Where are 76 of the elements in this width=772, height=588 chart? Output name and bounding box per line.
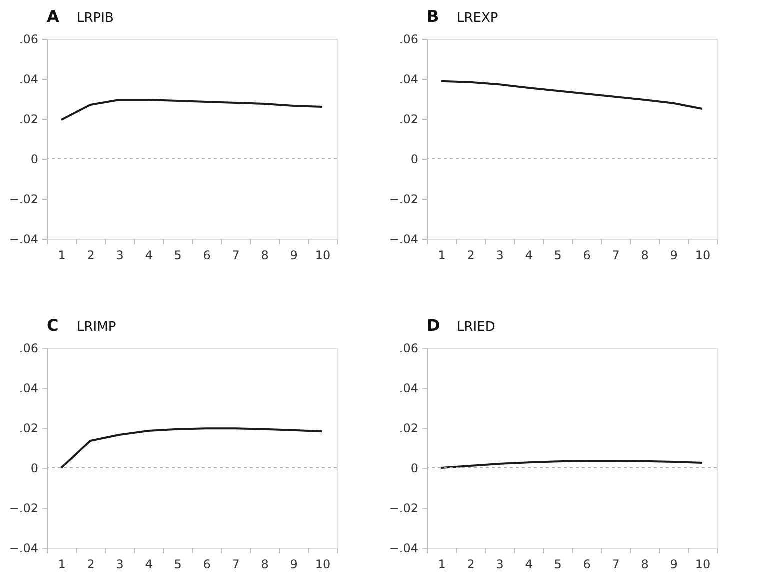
x-tick-label: 10 [695, 248, 711, 262]
x-tick-label: 2 [87, 558, 95, 572]
x-tick-label: 7 [232, 248, 240, 262]
x-tick-label: 9 [670, 248, 678, 262]
y-tick-label: −.04 [9, 232, 38, 246]
y-tick-label: .06 [19, 342, 38, 356]
y-tick-label: −.02 [389, 192, 418, 206]
x-tick-label: 7 [612, 558, 620, 572]
x-tick-label: 6 [203, 248, 211, 262]
x-tick-label: 5 [554, 248, 562, 262]
x-tick-label: 6 [583, 248, 591, 262]
y-tick-label: .04 [19, 72, 38, 86]
x-tick-label: 1 [438, 248, 446, 262]
line-series [60, 428, 324, 469]
y-tick-label: 0 [30, 152, 38, 166]
chart-title: C [47, 316, 59, 335]
line-series [60, 99, 324, 121]
x-tick-label: 8 [641, 558, 649, 572]
x-tick-label: 8 [641, 248, 649, 262]
y-tick-label: −.04 [9, 542, 38, 556]
y-tick-label: .02 [19, 422, 38, 436]
x-tick-label: 1 [438, 558, 446, 572]
chart-title: A [47, 7, 60, 26]
line-series [440, 80, 704, 110]
y-tick-label: 0 [30, 462, 38, 476]
chart-title: D [427, 316, 440, 335]
y-tick-label: .06 [19, 32, 38, 46]
y-tick-label: −.02 [389, 502, 418, 516]
y-tick-label: .06 [399, 342, 418, 356]
x-tick-label: 9 [290, 248, 298, 262]
x-tick-label: 4 [525, 248, 533, 262]
y-tick-label: .04 [19, 382, 38, 396]
x-tick-label: 10 [315, 248, 331, 262]
x-tick-label: 3 [496, 558, 504, 572]
y-tick-label: −.02 [9, 192, 38, 206]
y-tick-label: 0 [410, 152, 418, 166]
x-tick-label: 3 [116, 558, 124, 572]
y-tick-label: .04 [399, 72, 418, 86]
x-tick-label: 6 [203, 558, 211, 572]
x-tick-label: 2 [467, 248, 475, 262]
x-tick-label: 9 [290, 558, 298, 572]
y-tick-label: −.04 [389, 542, 418, 556]
chart-subtitle: LRIED [457, 320, 496, 335]
x-tick-label: 10 [695, 558, 711, 572]
x-tick-label: 1 [58, 248, 66, 262]
y-tick-label: 0 [410, 462, 418, 476]
x-tick-label: 3 [496, 248, 504, 262]
x-tick-label: 4 [145, 248, 153, 262]
x-tick-label: 4 [145, 558, 153, 572]
y-tick-label: .06 [399, 32, 418, 46]
chart-subtitle: LRPIB [77, 11, 114, 26]
y-tick-label: −.04 [389, 232, 418, 246]
x-tick-label: 2 [87, 248, 95, 262]
x-tick-label: 10 [315, 558, 331, 572]
y-tick-label: −.02 [9, 502, 38, 516]
y-tick-label: .02 [19, 112, 38, 126]
x-tick-label: 5 [554, 558, 562, 572]
y-tick-label: .02 [399, 422, 418, 436]
x-tick-label: 6 [583, 558, 591, 572]
line-series [440, 460, 704, 469]
y-tick-label: .02 [399, 112, 418, 126]
x-tick-label: 4 [525, 558, 533, 572]
x-tick-label: 3 [116, 248, 124, 262]
x-tick-label: 2 [467, 558, 475, 572]
chart-subtitle: LREXP [457, 11, 498, 26]
x-tick-label: 7 [232, 558, 240, 572]
x-tick-label: 8 [261, 248, 269, 262]
x-tick-label: 8 [261, 558, 269, 572]
x-tick-label: 9 [670, 558, 678, 572]
x-tick-label: 5 [174, 558, 182, 572]
chart-subtitle: LRIMP [77, 320, 116, 335]
x-tick-label: 5 [174, 248, 182, 262]
y-tick-label: .04 [399, 382, 418, 396]
x-tick-label: 1 [58, 558, 66, 572]
chart-title: B [427, 7, 440, 26]
x-tick-label: 7 [612, 248, 620, 262]
